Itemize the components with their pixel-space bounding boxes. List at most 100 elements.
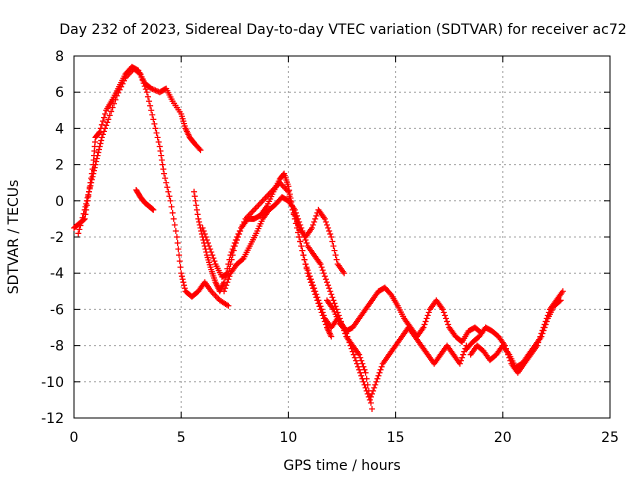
data-point [538, 333, 545, 340]
series-track1 [71, 63, 204, 231]
data-point [99, 118, 106, 125]
data-point [424, 312, 431, 319]
data-point [312, 215, 319, 222]
data-point [224, 279, 231, 286]
data-point [440, 309, 447, 316]
series-track3 [133, 186, 157, 213]
data-point [346, 339, 353, 346]
data-point [299, 247, 306, 254]
data-point [90, 170, 97, 177]
data-point [109, 104, 116, 111]
data-point [322, 276, 329, 283]
data-point [177, 264, 184, 271]
data-point [173, 234, 180, 240]
data-point [140, 80, 147, 87]
data-point [150, 116, 157, 123]
data-point [367, 393, 374, 400]
data-point [223, 282, 230, 289]
data-point [176, 252, 183, 259]
data-point [302, 237, 309, 244]
data-point [199, 224, 206, 231]
data-point [101, 114, 108, 121]
data-point [161, 170, 168, 177]
data-point [313, 291, 320, 298]
data-point [232, 240, 239, 247]
data-point [93, 158, 100, 165]
data-point [306, 273, 313, 280]
data-point [203, 249, 210, 256]
data-point [176, 258, 183, 265]
data-point [93, 155, 100, 162]
axis-ticks [73, 55, 611, 419]
data-point [139, 77, 146, 84]
data-point [371, 384, 378, 391]
data-point [457, 357, 464, 364]
data-point [307, 276, 314, 283]
data-point [325, 224, 332, 231]
data-point [325, 282, 332, 289]
series-track8 [323, 284, 485, 345]
data-point [316, 300, 323, 307]
data-point [323, 221, 330, 228]
data-point [320, 312, 327, 319]
data-point [358, 357, 365, 364]
x-axis-label: GPS time / hours [283, 458, 400, 474]
data-point [86, 188, 93, 195]
data-point [170, 215, 177, 222]
series-track4 [191, 179, 335, 340]
data-point [296, 234, 303, 240]
data-point [361, 366, 368, 373]
data-point [80, 210, 87, 217]
series-track7 [296, 234, 470, 403]
data-point [357, 354, 364, 361]
data-point [350, 351, 357, 358]
data-point [310, 221, 317, 228]
data-point [327, 288, 334, 295]
data-point [156, 143, 163, 150]
data-point [104, 119, 111, 126]
data-point [291, 206, 298, 213]
data-point [98, 137, 105, 144]
data-point [460, 351, 467, 358]
data-point [355, 363, 362, 370]
data-point [106, 112, 113, 119]
data-point [341, 270, 348, 277]
data-point [85, 191, 92, 198]
data-point [92, 161, 99, 168]
data-point [322, 218, 329, 225]
data-point [421, 321, 428, 328]
data-point [194, 211, 201, 218]
data-point [119, 80, 126, 87]
data-point [230, 247, 237, 254]
data-point [195, 215, 202, 222]
data-point [102, 125, 109, 132]
data-point [302, 261, 309, 268]
x-tick-label: 10 [279, 430, 297, 446]
data-point [292, 209, 299, 216]
data-point [297, 238, 304, 245]
data-points [71, 63, 566, 412]
x-tick-label: 25 [601, 430, 619, 446]
data-point [420, 324, 427, 331]
x-tick-label: 15 [387, 430, 405, 446]
data-point [172, 227, 179, 234]
data-point [314, 294, 321, 301]
data-point [328, 291, 335, 298]
data-point [439, 306, 446, 313]
data-point [369, 405, 376, 412]
data-point [539, 330, 546, 337]
data-point [226, 273, 233, 280]
data-point [345, 336, 352, 343]
data-point [86, 185, 93, 192]
data-point [286, 191, 293, 198]
data-point [557, 297, 564, 304]
data-point [95, 149, 102, 156]
data-point [159, 161, 166, 168]
data-point [209, 252, 216, 259]
y-tick-label: 8 [55, 49, 64, 65]
data-point [196, 221, 203, 228]
data-point [356, 351, 363, 358]
data-point [160, 166, 167, 173]
data-point [138, 74, 145, 81]
data-point [206, 243, 213, 250]
